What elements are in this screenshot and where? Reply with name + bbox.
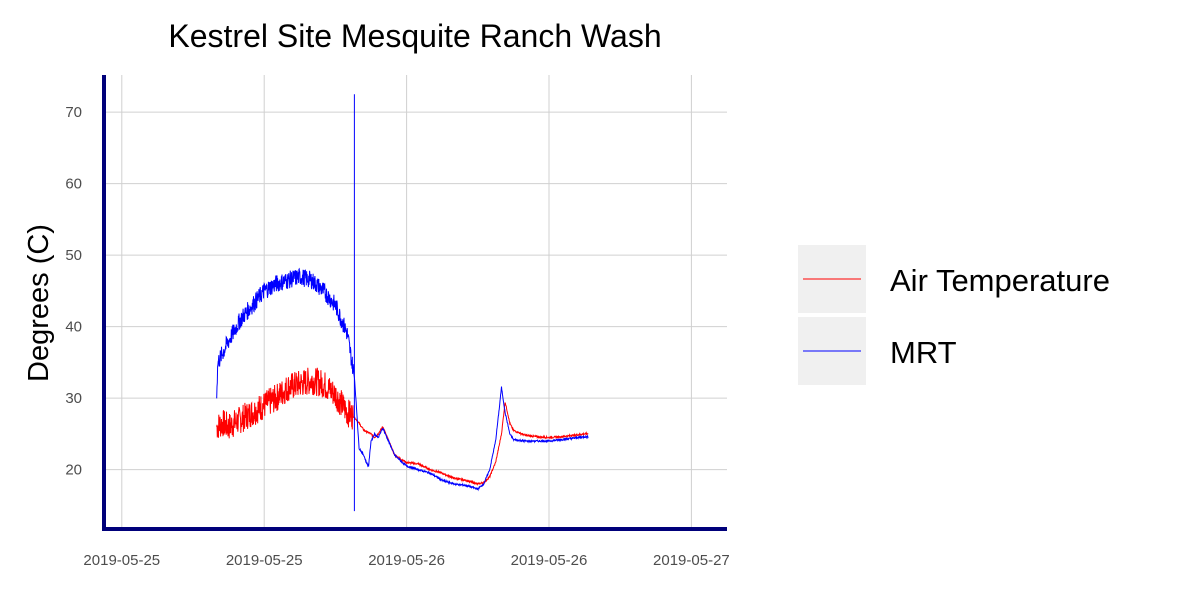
legend: Air Temperature MRT: [798, 245, 1110, 385]
y-tick-label: 40: [65, 319, 82, 336]
y-tick-label: 20: [65, 462, 82, 479]
series-line-mrt: [216, 267, 589, 492]
x-tick-label: 2019-05-25: [83, 552, 160, 569]
y-axis-label: Degrees (C): [23, 224, 55, 382]
y-tick-label: 50: [65, 247, 82, 264]
series-line-air-temperature: [216, 367, 589, 486]
chart-title: Kestrel Site Mesquite Ranch Wash: [168, 18, 661, 54]
x-tick-label: 2019-05-26: [368, 552, 445, 569]
y-tick-label: 70: [65, 104, 82, 121]
legend-label-air-temperature: Air Temperature: [890, 263, 1110, 298]
series-layer: [216, 94, 589, 512]
legend-label-mrt: MRT: [890, 335, 957, 370]
x-tick-label: 2019-05-26: [511, 552, 588, 569]
x-tick-label: 2019-05-27: [653, 552, 730, 569]
grid-lines: [104, 75, 727, 529]
y-tick-label: 60: [65, 176, 82, 193]
tick-labels: 20 30 40 50 60 70 2019-05-25 2019-05-25 2019-05-…: [65, 104, 729, 569]
y-tick-label: 30: [65, 390, 82, 407]
axes: [102, 75, 727, 531]
x-tick-label: 2019-05-25: [226, 552, 303, 569]
